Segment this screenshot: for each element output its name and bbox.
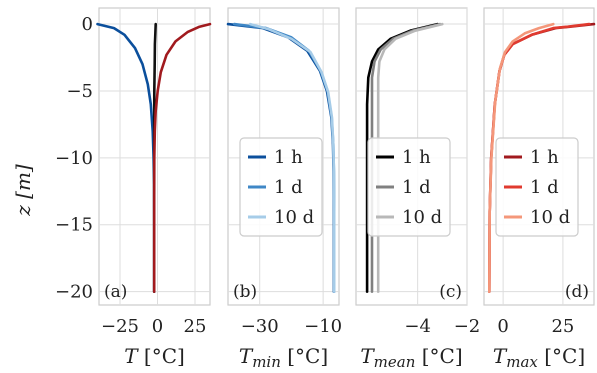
x-tick-label: −25 (101, 316, 139, 337)
legend-box (495, 137, 579, 237)
legend: 1 h 1 d 10 d (495, 137, 579, 237)
panel-b: −30 −10 1 h 1 d 10 d (b) Tmin [°C] (226, 7, 342, 371)
legend-box (367, 137, 451, 237)
panel-tag: (c) (439, 282, 462, 302)
x-axis-label-unit: [°C] (415, 344, 462, 368)
series-line-10d (488, 22, 555, 293)
panel-d: 0 25 1 h 1 d 10 d (d) Tmax [°C] (483, 7, 596, 371)
legend-label: 1 h (530, 147, 559, 168)
x-axis-label-unit: [°C] (281, 344, 328, 368)
series-line-10d (248, 22, 336, 293)
y-tick-label: −15 (55, 215, 93, 236)
x-axis-label: Tmean [°C] (360, 344, 462, 371)
legend-label: 10 d (530, 207, 570, 228)
y-tick-label: −5 (66, 81, 93, 102)
x-tick-label: −10 (304, 316, 342, 337)
panel-tag: (a) (104, 282, 127, 302)
legend-label: 1 h (274, 147, 303, 168)
legend-label: 10 d (274, 207, 314, 228)
x-axis-label: Tmin [°C] (239, 344, 328, 371)
legend-label: 1 h (402, 147, 431, 168)
series-line-10d (376, 22, 444, 293)
y-axis-label: z [m] (11, 164, 35, 217)
y-axis-label-text: z [m] (11, 164, 35, 217)
x-tick-label: −4 (404, 316, 431, 337)
panel-c: −4 −2 1 h 1 d 10 d (c) Tmean [°C] (355, 7, 481, 371)
x-axis-label-symbol: T (360, 344, 375, 368)
x-tick-label: 0 (497, 316, 508, 337)
legend: 1 h 1 d 10 d (239, 137, 323, 237)
legend-label: 10 d (402, 207, 442, 228)
x-tick-label: −30 (241, 316, 279, 337)
x-tick-label: 25 (551, 316, 574, 337)
x-axis-label-subscript: max (506, 353, 538, 371)
legend-label: 1 d (402, 177, 431, 198)
panel-tag: (d) (565, 282, 589, 302)
x-axis-label-unit: [°C] (538, 344, 585, 368)
x-axis-label-symbol: T (239, 344, 254, 368)
panel-tag: (b) (233, 282, 257, 302)
x-tick-label: 25 (184, 316, 207, 337)
legend-label: 1 d (274, 177, 303, 198)
x-axis-label-symbol: T (124, 344, 139, 368)
x-axis-label-subscript: min (252, 353, 281, 371)
y-tick-label: −10 (55, 148, 93, 169)
y-tick-label: −20 (55, 282, 93, 303)
x-axis-label-unit: [°C] (138, 344, 185, 368)
legend-box (239, 137, 323, 237)
x-axis-label-symbol: T (493, 344, 508, 368)
series-line-p2 (152, 22, 212, 293)
x-tick-label: −2 (454, 316, 481, 337)
x-axis-label: Tmax [°C] (493, 344, 585, 371)
legend: 1 h 1 d 10 d (367, 137, 451, 237)
panel-a: −25 0 25 (a) T [°C] (96, 7, 212, 368)
x-axis-label-subscript: mean (374, 353, 416, 371)
panels: −25 0 25(a)T [°C]−30 −101 h1 d10 d(b)Tmin [… (96, 7, 596, 371)
y-tick-label: 0 (82, 14, 93, 35)
x-tick-label: 0 (152, 316, 163, 337)
legend-label: 1 d (530, 177, 559, 198)
x-axis-label: T [°C] (124, 344, 185, 368)
